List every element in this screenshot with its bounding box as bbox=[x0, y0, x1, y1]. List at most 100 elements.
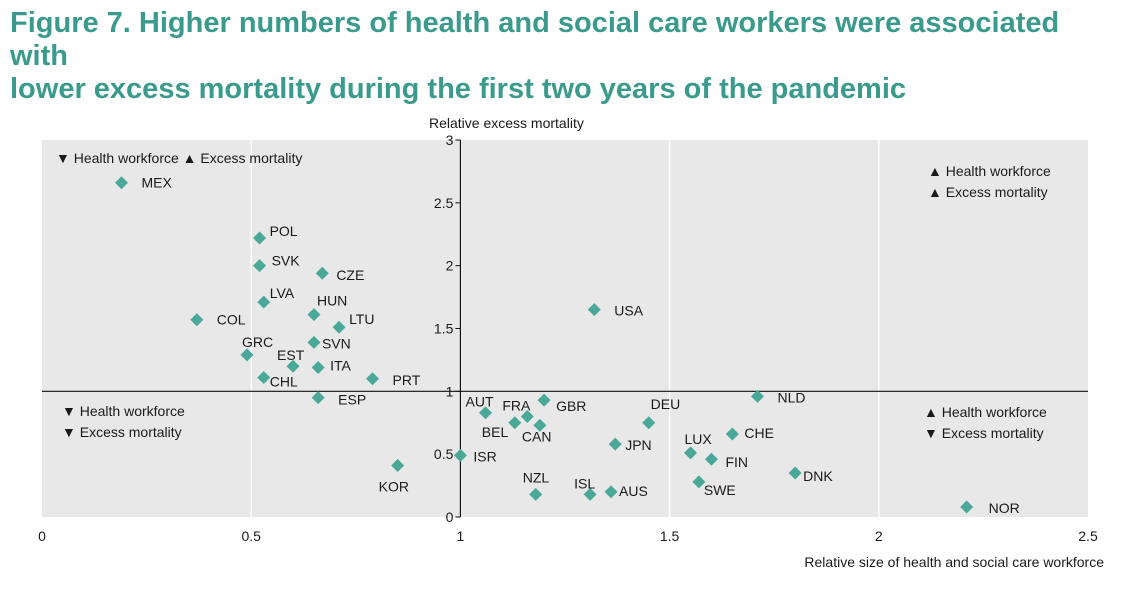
x-tick-label-1: 0.5 bbox=[241, 528, 261, 544]
point-label-gbr: GBR bbox=[556, 398, 586, 414]
point-label-est: EST bbox=[277, 347, 305, 363]
point-grc bbox=[240, 348, 254, 362]
point-can bbox=[533, 418, 547, 432]
point-aut bbox=[479, 406, 493, 420]
x-tick-label-4: 2 bbox=[875, 528, 883, 544]
point-label-nld: NLD bbox=[777, 389, 805, 405]
point-label-aut: AUT bbox=[466, 394, 494, 410]
point-lva bbox=[257, 295, 271, 309]
point-label-nor: NOR bbox=[989, 500, 1020, 516]
chart-title-line-2: lower excess mortality during the first … bbox=[10, 73, 907, 105]
point-mex bbox=[114, 176, 128, 190]
point-label-dnk: DNK bbox=[803, 468, 833, 484]
y-tick-label-5: 2.5 bbox=[434, 195, 454, 211]
x-tick-label-3: 1.5 bbox=[660, 528, 680, 544]
point-aus bbox=[604, 485, 618, 499]
point-esp bbox=[311, 391, 325, 405]
point-prt bbox=[366, 372, 380, 386]
y-tick-label-0: 0 bbox=[446, 509, 454, 525]
point-deu bbox=[642, 416, 656, 430]
point-bel bbox=[508, 416, 522, 430]
point-jpn bbox=[608, 437, 622, 451]
point-kor bbox=[391, 458, 405, 472]
quadrant-label-bottom-right-1: ▼ Excess mortality bbox=[924, 425, 1044, 441]
point-label-mex: MEX bbox=[141, 175, 172, 191]
chart-title-line-1: Figure 7. Higher numbers of health and s… bbox=[10, 7, 1060, 72]
point-nzl bbox=[529, 487, 543, 501]
point-svn bbox=[307, 335, 321, 349]
point-hun bbox=[307, 308, 321, 322]
point-label-fra: FRA bbox=[502, 397, 531, 413]
point-label-grc: GRC bbox=[242, 334, 273, 350]
point-swe bbox=[692, 475, 706, 489]
point-cze bbox=[315, 266, 329, 280]
point-svk bbox=[253, 259, 267, 273]
point-che bbox=[725, 427, 739, 441]
point-label-esp: ESP bbox=[338, 392, 366, 408]
point-label-hun: HUN bbox=[317, 293, 347, 309]
quadrant-label-bottom-left-0: ▼ Health workforce bbox=[62, 403, 185, 419]
point-isr bbox=[453, 448, 467, 462]
point-label-lux: LUX bbox=[685, 431, 713, 447]
plot-area bbox=[42, 140, 1088, 517]
point-ita bbox=[311, 360, 325, 374]
x-axis-label: Relative size of health and social care … bbox=[804, 554, 1104, 570]
point-label-ita: ITA bbox=[330, 357, 351, 373]
quadrant-label-top-right-1: ▲ Excess mortality bbox=[928, 184, 1048, 200]
point-lux bbox=[684, 446, 698, 460]
point-col bbox=[190, 313, 204, 327]
point-label-kor: KOR bbox=[379, 478, 409, 494]
point-usa bbox=[587, 303, 601, 317]
point-label-usa: USA bbox=[614, 303, 643, 319]
point-label-isl: ISL bbox=[574, 475, 595, 491]
data-points bbox=[114, 176, 974, 514]
point-label-swe: SWE bbox=[704, 482, 736, 498]
point-label-cze: CZE bbox=[336, 267, 364, 283]
point-label-svn: SVN bbox=[322, 335, 351, 351]
point-isl bbox=[583, 487, 597, 501]
quadrant-label-bottom-left-1: ▼ Excess mortality bbox=[62, 424, 182, 440]
point-est bbox=[286, 359, 300, 373]
point-chl bbox=[257, 371, 271, 385]
point-fra bbox=[520, 409, 534, 423]
quadrant-labels: ▼ Health workforce ▲ Excess mortality ▲ H… bbox=[56, 150, 1051, 441]
quadrant-label-bottom-right-0: ▲ Health workforce bbox=[924, 404, 1047, 420]
y-tick-label-6: 3 bbox=[446, 132, 454, 148]
point-fin bbox=[704, 452, 718, 466]
y-tick-label-1: 0.5 bbox=[434, 446, 454, 462]
point-label-fin: FIN bbox=[725, 454, 748, 470]
point-label-chl: CHL bbox=[270, 374, 298, 390]
x-tick-label-0: 0 bbox=[38, 528, 46, 544]
point-nor bbox=[960, 500, 974, 514]
quadrant-label-top-right-0: ▲ Health workforce bbox=[928, 163, 1051, 179]
y-tick-label-4: 2 bbox=[446, 258, 454, 274]
x-tick-label-5: 2.5 bbox=[1078, 528, 1098, 544]
point-nld bbox=[750, 389, 764, 403]
quadrant-label-top-left: ▼ Health workforce ▲ Excess mortality bbox=[56, 150, 302, 166]
point-ltu bbox=[332, 320, 346, 334]
y-tick-label-2: 1 bbox=[446, 383, 454, 399]
point-label-col: COL bbox=[217, 312, 246, 328]
point-label-bel: BEL bbox=[482, 424, 509, 440]
point-dnk bbox=[788, 466, 802, 480]
point-pol bbox=[253, 231, 267, 245]
y-axis-label: Relative excess mortality bbox=[429, 115, 584, 131]
point-gbr bbox=[537, 393, 551, 407]
point-label-ltu: LTU bbox=[349, 311, 374, 327]
y-tick-label-3: 1.5 bbox=[434, 321, 454, 337]
point-label-nzl: NZL bbox=[523, 469, 550, 485]
point-label-svk: SVK bbox=[272, 253, 301, 269]
axis-ticks: 0 0.5 1 1.5 2 2.5 0 0.5 1 1.5 2 2.5 3 bbox=[38, 132, 1098, 544]
point-label-jpn: JPN bbox=[625, 437, 651, 453]
point-label-che: CHE bbox=[744, 425, 774, 441]
chart-title: Figure 7. Higher numbers of health and s… bbox=[10, 7, 1120, 106]
point-label-can: CAN bbox=[522, 428, 552, 444]
point-label-isr: ISR bbox=[473, 448, 496, 464]
point-label-lva: LVA bbox=[270, 285, 295, 301]
point-label-aus: AUS bbox=[619, 483, 648, 499]
point-label-pol: POL bbox=[270, 223, 298, 239]
x-tick-label-2: 1 bbox=[457, 528, 465, 544]
point-label-deu: DEU bbox=[651, 396, 681, 412]
